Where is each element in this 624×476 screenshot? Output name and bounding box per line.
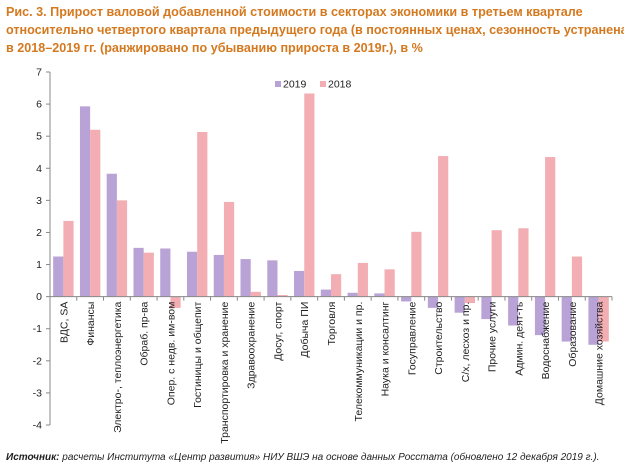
y-tick-label: -4 <box>33 420 42 432</box>
category-label: Админ. деят-ть <box>513 301 525 376</box>
bar-2019 <box>508 296 519 326</box>
legend-label-2019: 2019 <box>283 79 307 91</box>
bar-chart: -4 -3 -2 -1 0 1 2 3 4 5 6 7 ВДС, SA Финансы Электро-, … <box>33 67 613 444</box>
category-label: Электро-, теплоэнергетика <box>112 301 124 432</box>
legend-swatch-2019 <box>275 81 281 87</box>
y-tick-label: 4 <box>36 163 42 175</box>
bar-2018 <box>143 252 154 297</box>
bar-2018 <box>197 132 208 297</box>
y-tick-label: 1 <box>36 259 42 271</box>
bar-2019 <box>454 296 465 313</box>
bar-2019 <box>481 296 492 320</box>
bar-2019 <box>374 293 385 297</box>
bar-2018 <box>464 296 476 304</box>
title-line-1: Рис. 3. Прирост валовой добавленной стои… <box>6 5 583 19</box>
bar-2018 <box>63 220 74 297</box>
source-text: расчеты Института «Центр развития» НИУ В… <box>59 452 600 463</box>
bar-2018 <box>411 231 422 297</box>
y-tick-label: -1 <box>33 323 42 335</box>
y-tick-label: 2 <box>36 227 42 239</box>
bar-2018 <box>384 269 395 297</box>
bar-2019 <box>534 296 546 336</box>
y-tick-label: -2 <box>33 355 42 367</box>
bar-2019 <box>106 173 117 297</box>
y-tick-label: 7 <box>36 67 42 79</box>
bar-2019 <box>79 106 91 297</box>
bar-2019 <box>133 247 144 297</box>
chart-title: Рис. 3. Прирост валовой добавленной стои… <box>6 3 624 57</box>
source-label: Источник: <box>6 452 60 463</box>
bar-2019 <box>401 296 412 302</box>
category-label: Строительство <box>433 301 445 374</box>
legend-swatch-2018 <box>320 81 326 87</box>
y-tick-label: 6 <box>36 99 42 111</box>
bar-2018 <box>598 296 609 342</box>
bar-2019 <box>267 260 278 297</box>
category-label: Досуг, спорт <box>272 301 284 360</box>
y-tick-label: 3 <box>36 195 42 207</box>
bar-2019 <box>320 289 331 297</box>
category-label: С/х, лесхоз и пр. <box>460 302 472 383</box>
category-label: Телекоммуникации и пр. <box>353 302 365 422</box>
bar-2018 <box>170 296 181 308</box>
source-note: Источник: расчеты Института «Центр разви… <box>6 452 618 463</box>
category-label: Торговля <box>326 302 338 346</box>
bar-2018 <box>277 295 288 297</box>
bar-2018 <box>223 201 235 297</box>
title-line-3: в 2018–2019 гг. (ранжировано по убыванию… <box>6 41 423 55</box>
bar-2019 <box>588 296 599 345</box>
bar-2019 <box>294 270 305 297</box>
category-label: Обраб. пр-ва <box>139 301 151 365</box>
bar-2018 <box>116 200 128 297</box>
category-label: Госуправление <box>406 301 418 375</box>
bar-2018 <box>545 157 556 297</box>
bar-2018 <box>90 129 101 297</box>
category-label: Гостиницы и общепит <box>192 301 204 407</box>
category-label: Наука и консалтинг <box>380 301 392 396</box>
bar-2018 <box>571 256 583 297</box>
bar-2019 <box>53 256 64 297</box>
bar-2019 <box>213 254 224 297</box>
bar-2018 <box>518 228 529 297</box>
category-label: Водоснабжение <box>540 301 552 379</box>
category-label: Домашние хозяйства <box>594 301 606 405</box>
bar-2018 <box>250 291 261 297</box>
category-label: Финансы <box>85 302 97 346</box>
bar-2018 <box>357 262 368 297</box>
category-label: Опер. с недв. им-вом <box>165 302 177 406</box>
bar-2018 <box>331 274 342 297</box>
category-label: Добыча ПИ <box>299 302 311 358</box>
y-tick-label: -3 <box>33 387 42 399</box>
y-tick-label: 5 <box>36 131 42 143</box>
bar-2019 <box>160 248 171 297</box>
bar-2018 <box>491 230 502 297</box>
category-label: Образование <box>567 301 579 366</box>
legend-label-2018: 2018 <box>328 79 352 91</box>
category-label: Прочие услуги <box>487 302 499 373</box>
bar-2018 <box>304 93 315 297</box>
bar-2019 <box>240 259 251 297</box>
category-label: Здравоохранение <box>246 301 258 388</box>
bar-2018 <box>438 156 449 297</box>
bar-2019 <box>427 296 439 308</box>
bar-2019 <box>561 296 572 342</box>
y-tick-label: 0 <box>36 291 42 303</box>
bar-2019 <box>347 292 358 297</box>
category-label: ВДС, SA <box>58 302 70 343</box>
category-label: Транспортировка и хранение <box>219 301 231 443</box>
title-line-2: относительно четвертого квартала предыду… <box>6 23 624 37</box>
bar-2019 <box>186 251 198 297</box>
